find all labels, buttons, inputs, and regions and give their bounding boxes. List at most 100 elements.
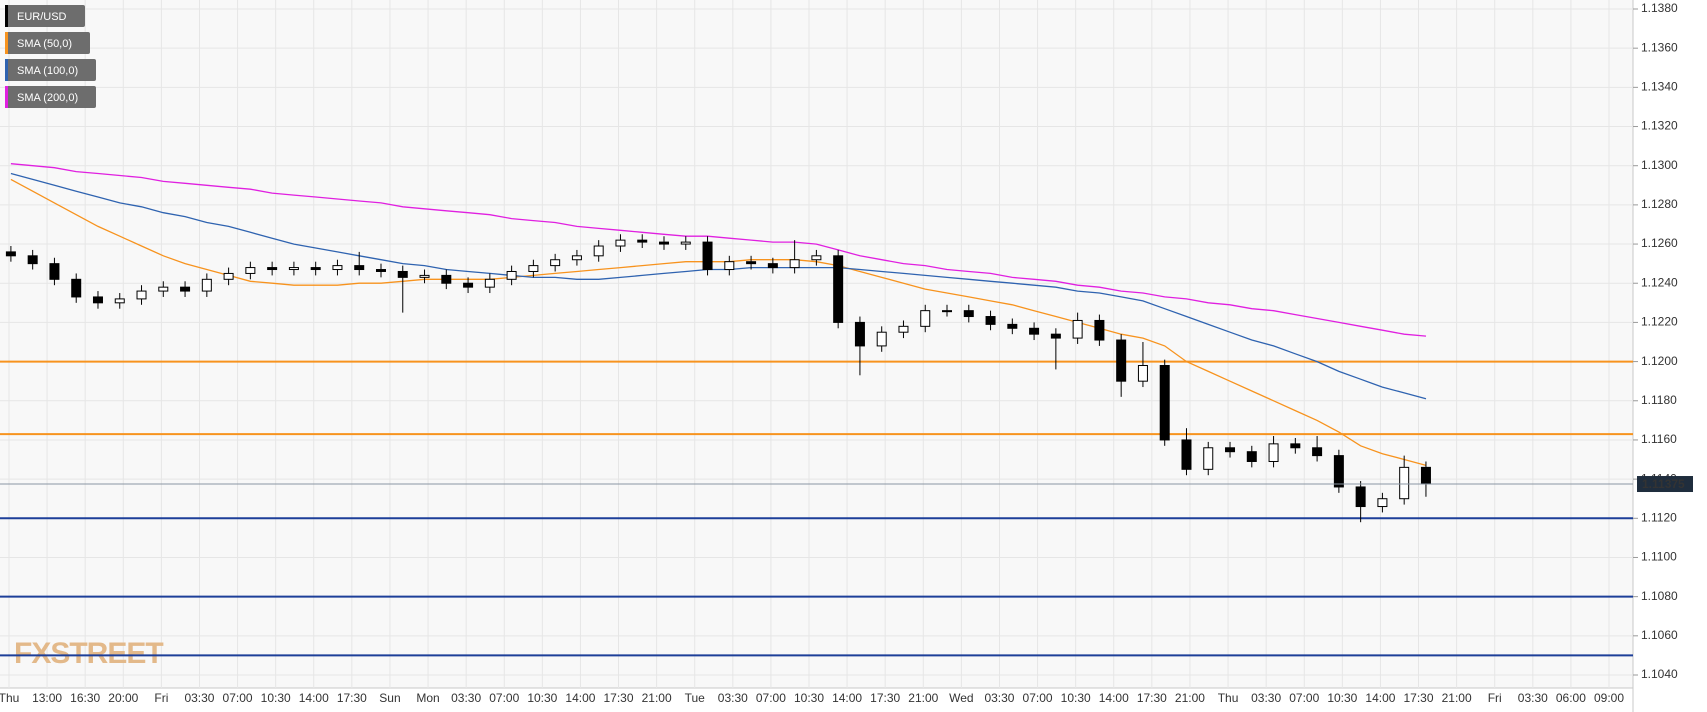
y-tick-label: 1.1380	[1641, 1, 1678, 15]
last-price-label: 1.11375	[1642, 477, 1685, 491]
candle-body	[1377, 498, 1388, 508]
x-tick-label: 16:30	[70, 691, 100, 705]
x-tick-label: 14:00	[832, 691, 862, 705]
candle-body	[985, 316, 996, 325]
candle-body	[158, 286, 169, 292]
legend-swatch	[5, 86, 8, 108]
x-tick-label: 20:00	[108, 691, 138, 705]
candle-body	[1420, 466, 1431, 485]
candle-body	[1312, 447, 1323, 457]
x-tick-label: 03:30	[184, 691, 214, 705]
candle-body	[1094, 319, 1105, 341]
candle-body	[310, 267, 321, 271]
legend-box	[5, 5, 85, 27]
candle-body	[223, 272, 234, 280]
legend-label: SMA (50,0)	[17, 38, 72, 50]
last-price-box	[1637, 476, 1693, 493]
x-tick-label: 17:30	[604, 691, 634, 705]
x-tick-label: 17:30	[1404, 691, 1434, 705]
candle-body	[1399, 466, 1410, 500]
legend-swatch	[5, 32, 8, 54]
x-tick-label: Mon	[416, 691, 439, 705]
x-tick-label: 10:30	[1061, 691, 1091, 705]
candle-body	[1355, 486, 1366, 508]
x-tick-label: 03:30	[1518, 691, 1548, 705]
x-tick-label: 09:00	[1594, 691, 1624, 705]
candle-body	[136, 290, 147, 300]
candle-body	[1290, 443, 1301, 449]
y-tick-label: 1.1300	[1641, 158, 1678, 172]
x-tick-label: Tue	[685, 691, 706, 705]
x-tick-label: 07:00	[756, 691, 786, 705]
candle-body	[1268, 443, 1279, 462]
y-tick-label: 1.1260	[1641, 236, 1678, 250]
candle-body	[288, 267, 299, 271]
candle-body	[180, 286, 191, 292]
x-tick-label: 14:00	[1365, 691, 1395, 705]
y-tick-label: 1.1120	[1641, 510, 1677, 524]
candle-body	[114, 298, 125, 304]
y-tick-label: 1.1040	[1641, 667, 1678, 681]
x-tick-label: 17:30	[1137, 691, 1167, 705]
plot-background	[0, 0, 1633, 688]
candle-body	[1050, 333, 1061, 339]
candle-body	[245, 267, 256, 274]
y-tick-label: 1.1360	[1641, 40, 1678, 54]
candle-body	[724, 261, 735, 271]
candle-body	[1181, 439, 1192, 470]
sma-line	[10, 172, 1427, 400]
candle-body	[419, 274, 430, 278]
legend-box	[5, 32, 90, 54]
candle-body	[1007, 323, 1018, 329]
y-tick-label: 1.1320	[1641, 119, 1678, 133]
candle-body	[615, 239, 626, 247]
y-tick-label: 1.1340	[1641, 80, 1678, 94]
candle-body	[27, 255, 38, 265]
x-tick-label: 07:00	[1023, 691, 1053, 705]
x-tick-label: 14:00	[299, 691, 329, 705]
candle-body	[375, 269, 386, 272]
candle-body	[898, 325, 909, 333]
candle-body	[484, 278, 495, 288]
candle-body	[550, 259, 561, 267]
candle-body	[963, 310, 974, 318]
candle-body	[811, 255, 822, 261]
x-tick-label: 03:30	[984, 691, 1014, 705]
legend-swatch	[5, 59, 8, 81]
candle-body	[71, 278, 82, 298]
x-tick-label: 21:00	[1175, 691, 1205, 705]
x-tick-label: 14:00	[1099, 691, 1129, 705]
x-tick-label: 10:30	[261, 691, 291, 705]
x-tick-label: 03:30	[451, 691, 481, 705]
watermark: FXSTREET	[14, 637, 163, 670]
x-tick-label: 03:30	[718, 691, 748, 705]
candle-body	[1225, 447, 1236, 453]
y-tick-label: 1.1180	[1641, 393, 1677, 407]
x-tick-label: Thu	[0, 691, 19, 705]
sma-line	[10, 163, 1427, 337]
candle-body	[746, 261, 757, 265]
candle-body	[463, 282, 474, 288]
y-tick-label: 1.1160	[1641, 432, 1677, 446]
x-tick-label: 07:00	[1289, 691, 1319, 705]
marks: 1.11375	[0, 163, 1693, 657]
candle-body	[833, 255, 844, 323]
x-tick-label: 10:30	[1327, 691, 1357, 705]
y-tick-label: 1.1100	[1641, 550, 1677, 564]
x-tick-label: Thu	[1218, 691, 1239, 705]
legend-label: SMA (200,0)	[17, 92, 78, 104]
x-tick-label: 10:30	[527, 691, 557, 705]
x-tick-label: 13:00	[32, 691, 62, 705]
y-tick-label: 1.1280	[1641, 197, 1678, 211]
x-tick-label: 21:00	[1442, 691, 1472, 705]
x-tick-label: Fri	[154, 691, 168, 705]
candle-body	[332, 265, 343, 271]
candle-body	[49, 263, 60, 280]
x-tick-label: 17:30	[337, 691, 367, 705]
candle-body	[92, 296, 103, 304]
y-tick-label: 1.1080	[1641, 589, 1678, 603]
candle-body	[354, 265, 365, 271]
candle-body	[1159, 365, 1170, 441]
legend-label: EUR/USD	[17, 11, 67, 23]
